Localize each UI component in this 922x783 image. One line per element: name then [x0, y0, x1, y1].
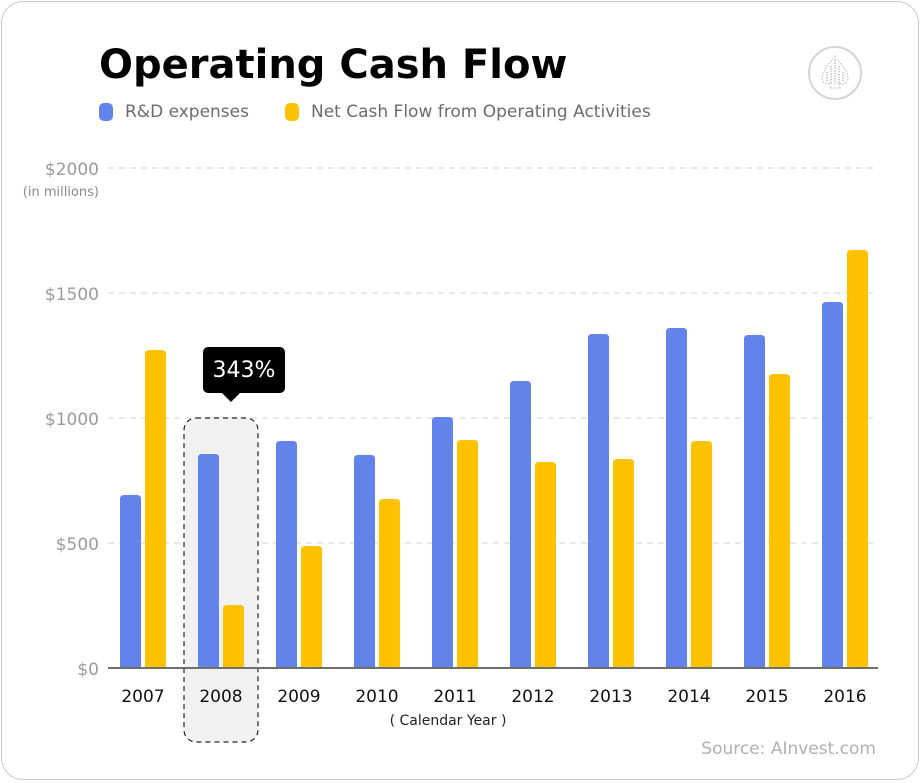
tooltip-annotation: 343%: [203, 347, 285, 402]
bar-net-cash-flow-2013: [613, 459, 634, 668]
bar-rd-2009: [276, 441, 297, 668]
x-tick-label: 2012: [511, 687, 554, 707]
legend-swatch-rd: [99, 103, 113, 121]
bar-rd-2016: [822, 302, 843, 668]
legend-label-rd: R&D expenses: [125, 102, 249, 122]
bar-net-cash-flow-2012: [535, 462, 556, 668]
bar-rd-2011: [432, 417, 453, 668]
bar-net-cash-flow-2015: [769, 374, 790, 668]
x-axis-label: ( Calendar Year ): [390, 713, 507, 729]
bar-rd-2010: [354, 455, 375, 668]
x-tick-label: 2016: [823, 687, 866, 707]
y-tick-label: $1000: [45, 410, 99, 430]
x-tick-label: 2014: [667, 687, 710, 707]
chart-title: Operating Cash Flow: [99, 42, 568, 88]
bar-net-cash-flow-2011: [457, 440, 478, 668]
legend-item-rd: R&D expenses: [99, 102, 249, 122]
y-tick-label: $0: [77, 660, 99, 680]
bars: [120, 250, 868, 668]
legend: R&D expenses Net Cash Flow from Operatin…: [99, 102, 687, 122]
x-tick-label: 2015: [745, 687, 788, 707]
x-tick-label: 2007: [121, 687, 164, 707]
y-tick-label: $2000: [45, 160, 99, 180]
y-tick-label: $1500: [45, 285, 99, 305]
bar-rd-2015: [744, 335, 765, 668]
bar-net-cash-flow-2007: [145, 350, 166, 668]
y-tick-labels: $0 $500 $1000 $1500 $2000: [45, 160, 99, 680]
bar-rd-2013: [588, 334, 609, 668]
x-tick-label: 2008: [199, 687, 242, 707]
spade-logo-icon: [808, 46, 862, 100]
y-tick-label: $500: [56, 535, 99, 555]
source-label: Source: AInvest.com: [701, 739, 876, 759]
bar-net-cash-flow-2014: [691, 441, 712, 668]
bar-rd-2014: [666, 328, 687, 668]
x-tick-label: 2013: [589, 687, 632, 707]
x-tick-label: 2011: [433, 687, 476, 707]
x-tick-label: 2009: [277, 687, 320, 707]
legend-item-net-cash-flow: Net Cash Flow from Operating Activities: [284, 102, 651, 122]
bar-net-cash-flow-2009: [301, 546, 322, 668]
bar-rd-2012: [510, 381, 531, 668]
legend-swatch-net-cash-flow: [284, 103, 299, 121]
bar-net-cash-flow-2016: [847, 250, 868, 668]
bar-net-cash-flow-2010: [379, 499, 400, 668]
x-tick-label: 2010: [355, 687, 398, 707]
bar-rd-2008: [198, 454, 219, 668]
bar-rd-2007: [120, 495, 141, 668]
bar-net-cash-flow-2008: [223, 605, 244, 668]
y-axis-unit-label: (in millions): [23, 185, 99, 200]
legend-label-net-cash-flow: Net Cash Flow from Operating Activities: [310, 102, 651, 122]
x-tick-labels: 2007 2008 2009 2010 2011 2012 2013 2014 2015 2016: [121, 687, 866, 707]
